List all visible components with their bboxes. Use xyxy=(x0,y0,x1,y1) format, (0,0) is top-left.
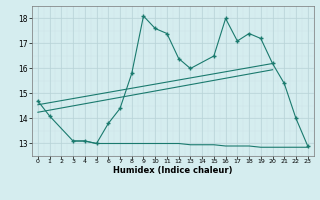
X-axis label: Humidex (Indice chaleur): Humidex (Indice chaleur) xyxy=(113,166,233,175)
